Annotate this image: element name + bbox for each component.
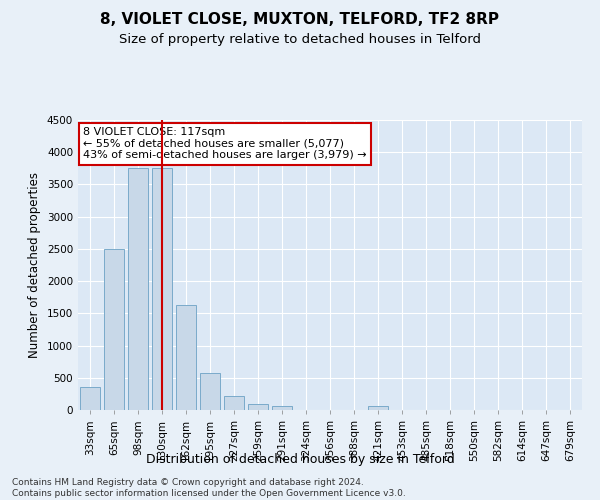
Bar	[152, 168, 172, 410]
Text: Contains HM Land Registry data © Crown copyright and database right 2024.
Contai: Contains HM Land Registry data © Crown c…	[12, 478, 406, 498]
Y-axis label: Number of detached properties: Number of detached properties	[28, 172, 41, 358]
Bar	[368, 406, 388, 410]
Text: Size of property relative to detached houses in Telford: Size of property relative to detached ho…	[119, 32, 481, 46]
Bar	[80, 388, 100, 410]
Bar	[176, 305, 196, 410]
Bar	[224, 396, 244, 410]
Bar	[104, 249, 124, 410]
Bar	[200, 372, 220, 410]
Bar	[272, 406, 292, 410]
Text: 8 VIOLET CLOSE: 117sqm
← 55% of detached houses are smaller (5,077)
43% of semi-: 8 VIOLET CLOSE: 117sqm ← 55% of detached…	[83, 127, 367, 160]
Bar	[128, 168, 148, 410]
Text: 8, VIOLET CLOSE, MUXTON, TELFORD, TF2 8RP: 8, VIOLET CLOSE, MUXTON, TELFORD, TF2 8R…	[101, 12, 499, 28]
Text: Distribution of detached houses by size in Telford: Distribution of detached houses by size …	[146, 452, 454, 466]
Bar	[248, 404, 268, 410]
